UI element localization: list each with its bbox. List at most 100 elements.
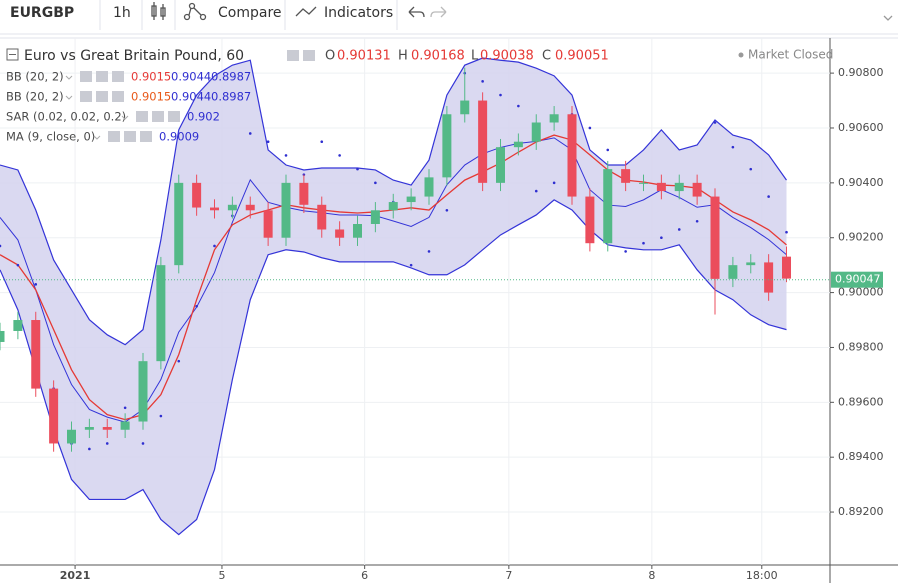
ohlc-letter: O — [325, 49, 335, 64]
ohlc-value: 0.90038 — [480, 49, 534, 64]
x-tick-label: 6 — [361, 569, 368, 582]
indicator-button[interactable] — [108, 131, 120, 142]
sar-dot — [213, 244, 216, 248]
sar-dot — [642, 241, 645, 245]
candle-body — [370, 210, 380, 224]
indicator-value: 0.8987 — [211, 90, 251, 104]
candle-body — [639, 182, 649, 184]
indicator-button[interactable] — [112, 91, 124, 102]
indicator-button[interactable] — [80, 71, 92, 82]
chart-style-button[interactable] — [151, 2, 166, 20]
candle-body — [764, 262, 774, 293]
sar-dot — [141, 442, 145, 445]
indicator-label: BB (20, 2) — [6, 90, 64, 104]
candle-body — [281, 182, 291, 238]
candle-body — [227, 204, 237, 211]
symbol[interactable]: EURGBP — [10, 5, 74, 21]
indicator-button[interactable] — [168, 111, 180, 122]
indicator-menu[interactable] — [121, 115, 129, 120]
candle-body — [674, 182, 684, 192]
toolbar-expand[interactable] — [883, 15, 893, 21]
y-tick-label: 0.90800 — [838, 66, 884, 79]
candle-body — [424, 177, 434, 197]
redo-button[interactable] — [430, 6, 447, 18]
indicators-icon[interactable] — [295, 6, 317, 17]
candle-body — [549, 114, 559, 123]
sar-dot — [248, 132, 252, 135]
ohlc-value: 0.90131 — [337, 49, 391, 64]
sar-dot — [624, 250, 627, 253]
candle-body — [49, 388, 59, 444]
undo-button[interactable] — [408, 6, 425, 18]
compare-button[interactable]: Compare — [218, 5, 282, 21]
candle-body — [0, 330, 5, 342]
indicator-value: 0.9009 — [159, 130, 199, 144]
candle-body — [299, 182, 309, 205]
candle-body — [442, 114, 452, 178]
candle-body — [585, 196, 595, 244]
indicator-menu[interactable] — [65, 95, 73, 100]
candle-body — [406, 196, 416, 203]
indicator-button[interactable] — [140, 131, 152, 142]
sar-dot — [606, 148, 610, 152]
sar-dot — [588, 126, 592, 130]
collapse-toggle[interactable] — [6, 48, 19, 61]
y-tick-label: 0.89800 — [838, 340, 884, 353]
candle-body — [174, 182, 184, 266]
candle-body — [210, 207, 220, 211]
candle-body — [460, 100, 470, 115]
sar-dot — [749, 167, 753, 171]
indicator-menu[interactable] — [65, 75, 73, 80]
x-tick-label: 2021 — [60, 569, 91, 582]
candle-body — [102, 427, 112, 430]
sar-dot — [517, 104, 520, 108]
indicator-button[interactable] — [152, 111, 164, 122]
y-tick-label: 0.89400 — [838, 450, 884, 463]
candle-body — [120, 421, 130, 430]
indicator-value: 0.9044 — [171, 70, 211, 84]
indicator-button[interactable] — [96, 91, 108, 102]
legend-settings[interactable] — [287, 50, 299, 61]
sar-dot — [785, 230, 788, 234]
legend-settings[interactable] — [303, 50, 315, 61]
candle-body — [317, 204, 327, 230]
candle-body — [728, 265, 738, 279]
x-tick-label: 5 — [218, 569, 225, 582]
x-tick-label: 7 — [505, 569, 512, 582]
indicator-value: 0.8987 — [211, 70, 251, 84]
candle-body — [746, 262, 756, 266]
indicator-button[interactable] — [124, 131, 136, 142]
indicator-button[interactable] — [136, 111, 148, 122]
candle-body — [513, 141, 523, 148]
sar-dot — [356, 167, 359, 171]
candle-body — [84, 427, 94, 430]
candle-body — [603, 169, 613, 244]
candle-body — [478, 100, 488, 183]
candle-body — [138, 361, 148, 422]
sar-dot — [409, 263, 413, 267]
indicators-button[interactable]: Indicators — [324, 5, 393, 21]
indicator-button[interactable] — [112, 71, 124, 82]
indicator-value: 0.902 — [187, 110, 220, 124]
candle-body — [192, 182, 202, 208]
candle-body — [245, 204, 255, 211]
sar-dot — [320, 140, 324, 143]
indicator-button[interactable] — [80, 91, 92, 102]
indicator-button[interactable] — [96, 71, 108, 82]
band-lower — [0, 199, 787, 536]
y-tick-label: 0.89200 — [838, 505, 884, 518]
interval[interactable]: 1h — [113, 5, 131, 21]
ohlc-letter: C — [542, 49, 551, 64]
sar-dot — [374, 181, 377, 185]
compare-icon[interactable] — [183, 2, 207, 21]
indicator-menu[interactable] — [93, 135, 101, 140]
sar-dot — [159, 414, 163, 418]
indicator-label: SAR (0.02, 0.02, 0.2) — [6, 110, 126, 124]
sar-dot — [767, 195, 770, 198]
y-tick-label: 0.90200 — [838, 231, 884, 244]
axes: 0.89200 0.89400 0.89600 0.89800 0.90000 0.902… — [60, 66, 884, 582]
market-status: Market Closed — [748, 48, 833, 62]
status-dot — [738, 52, 744, 58]
candle-body — [13, 320, 23, 331]
